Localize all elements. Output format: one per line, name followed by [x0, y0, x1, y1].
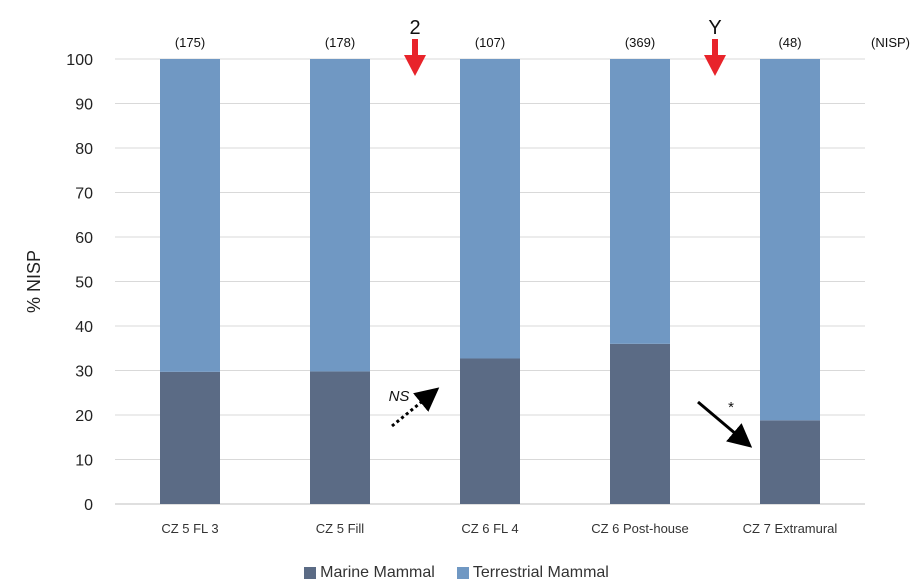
- labels: 0 10 20 30 40 50 60 70 80 90 100 % NISP CZ 5 FL 3 (17…: [24, 17, 910, 536]
- legend-swatch-terrestrial: [456, 567, 469, 579]
- bars: [160, 39, 820, 504]
- y-tick-label: 30: [75, 364, 93, 381]
- x-tick-label: CZ 5 FL 3: [161, 521, 218, 536]
- legend-item-terrestrial: Terrestrial Mammal: [456, 564, 609, 582]
- bar-marine-mammal: [310, 371, 370, 504]
- legend-swatch-marine: [304, 567, 317, 579]
- phase-marker-arrow-shaft: [712, 39, 718, 57]
- phase-marker-label: 2: [409, 17, 420, 39]
- y-tick-label: 0: [84, 497, 93, 514]
- stacked-bar-chart: 0 10 20 30 40 50 60 70 80 90 100 % NISP CZ 5 FL 3 (17…: [24, 17, 910, 536]
- bar-marine-mammal: [610, 343, 670, 504]
- x-tick-label: CZ 6 Post-house: [591, 521, 689, 536]
- y-tick-label: 70: [75, 186, 93, 203]
- trend-label-ns: NS: [389, 388, 410, 405]
- bar-marine-mammal: [760, 420, 820, 504]
- y-tick-label: 50: [75, 275, 93, 292]
- y-tick-label: 40: [75, 319, 93, 336]
- legend-label-marine: Marine Mammal: [320, 564, 435, 581]
- nisp-count-label: (369): [625, 35, 655, 50]
- nisp-count-label: (175): [175, 35, 205, 50]
- legend-label-terrestrial: Terrestrial Mammal: [472, 564, 609, 581]
- y-tick-label: 60: [75, 230, 93, 247]
- x-tick-label: CZ 6 FL 4: [461, 521, 518, 536]
- nisp-header: (NISP): [871, 35, 910, 50]
- nisp-count-label: (178): [325, 35, 355, 50]
- bar-terrestrial-mammal: [310, 59, 370, 372]
- nisp-count-label: (107): [475, 35, 505, 50]
- phase-marker-label: Y: [708, 17, 721, 39]
- y-axis-title: % NISP: [24, 250, 44, 313]
- bar-terrestrial-mammal: [160, 59, 220, 372]
- bar-terrestrial-mammal: [460, 59, 520, 359]
- bar-marine-mammal: [460, 358, 520, 504]
- x-tick-label: CZ 5 Fill: [316, 521, 365, 536]
- bar-terrestrial-mammal: [610, 59, 670, 344]
- y-tick-label: 20: [75, 408, 93, 425]
- phase-marker-arrow-head: [704, 55, 726, 76]
- legend: Marine Mammal Terrestrial Mammal: [0, 564, 913, 582]
- x-tick-label: CZ 7 Extramural: [743, 521, 838, 536]
- y-tick-label: 100: [66, 52, 93, 69]
- phase-marker-arrow-head: [404, 55, 426, 76]
- phase-marker-arrow-shaft: [412, 39, 418, 57]
- y-tick-label: 90: [75, 97, 93, 114]
- legend-item-marine: Marine Mammal: [304, 564, 435, 582]
- trend-arrow-significant: [697, 400, 753, 448]
- y-tick-label: 10: [75, 453, 93, 470]
- nisp-count-label: (48): [778, 35, 801, 50]
- bar-marine-mammal: [160, 371, 220, 504]
- bar-terrestrial-mammal: [760, 59, 820, 421]
- trend-label-significant: *: [728, 399, 734, 416]
- trend-arrow-not-significant: [391, 387, 440, 428]
- y-tick-label: 80: [75, 141, 93, 158]
